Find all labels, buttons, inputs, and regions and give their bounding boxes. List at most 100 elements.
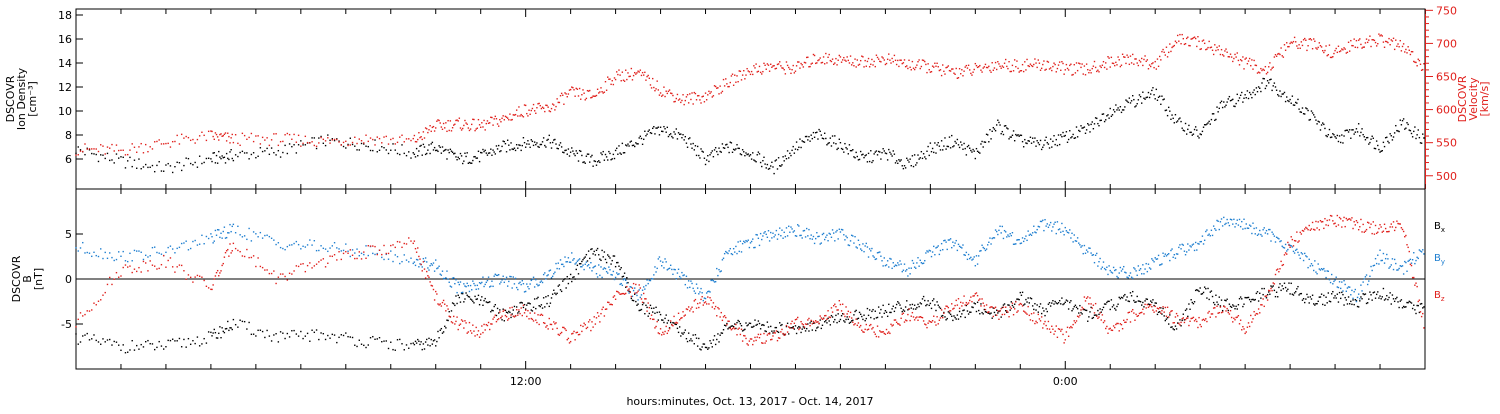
data-point — [786, 158, 787, 159]
data-point — [1364, 46, 1365, 47]
data-point — [1340, 298, 1341, 299]
data-point — [434, 130, 435, 131]
data-point — [501, 279, 502, 280]
data-point — [591, 97, 592, 98]
data-point — [347, 251, 348, 252]
data-point — [246, 139, 247, 140]
data-point — [970, 150, 971, 151]
data-point — [507, 140, 508, 141]
data-point — [980, 70, 981, 71]
data-point — [278, 341, 279, 342]
data-point — [1099, 65, 1100, 66]
data-point — [158, 341, 159, 342]
data-point — [1383, 253, 1384, 254]
data-point — [1070, 237, 1071, 238]
data-point — [979, 152, 980, 153]
data-point — [642, 144, 643, 145]
data-point — [78, 343, 79, 344]
data-point — [320, 259, 321, 260]
data-point — [1389, 133, 1390, 134]
data-point — [492, 124, 493, 125]
data-point — [1392, 139, 1393, 140]
data-point — [1321, 46, 1322, 47]
data-point — [377, 338, 378, 339]
data-point — [1293, 41, 1294, 42]
data-point — [350, 336, 351, 337]
data-point — [194, 343, 195, 344]
data-point — [754, 247, 755, 248]
data-point — [1378, 263, 1379, 264]
data-point — [1067, 68, 1068, 69]
data-point — [745, 152, 746, 153]
data-point — [560, 259, 561, 260]
data-point — [1152, 299, 1153, 300]
data-point — [172, 248, 173, 249]
data-point — [600, 266, 601, 267]
data-point — [1135, 105, 1136, 106]
data-point — [672, 325, 673, 326]
data-point — [504, 309, 505, 310]
data-point — [156, 268, 157, 269]
data-point — [564, 278, 565, 279]
data-point — [1400, 119, 1401, 120]
data-point — [650, 280, 651, 281]
data-point — [572, 87, 573, 88]
data-point — [739, 251, 740, 252]
data-point — [354, 137, 355, 138]
data-point — [634, 287, 635, 288]
data-point — [427, 344, 428, 345]
data-point — [228, 159, 229, 160]
data-point — [145, 341, 146, 342]
data-point — [628, 288, 629, 289]
data-point — [606, 262, 607, 263]
data-point — [429, 125, 430, 126]
data-point — [605, 259, 606, 260]
data-point — [834, 135, 835, 136]
data-point — [1180, 121, 1181, 122]
data-point — [318, 339, 319, 340]
data-point — [562, 280, 563, 281]
density-tick-label: 12 — [58, 81, 72, 94]
data-point — [808, 330, 809, 331]
data-point — [576, 262, 577, 263]
data-point — [158, 268, 159, 269]
data-point — [535, 319, 536, 320]
data-point — [837, 238, 838, 239]
data-point — [674, 133, 675, 134]
data-point — [794, 230, 795, 231]
data-point — [776, 68, 777, 69]
data-point — [145, 144, 146, 145]
data-point — [156, 165, 157, 166]
data-point — [854, 236, 855, 237]
data-point — [1202, 293, 1203, 294]
data-point — [359, 340, 360, 341]
data-point — [1096, 118, 1097, 119]
data-point — [837, 313, 838, 314]
data-point — [827, 57, 828, 58]
data-point — [1002, 65, 1003, 66]
data-point — [954, 141, 955, 142]
data-point — [1102, 267, 1103, 268]
data-point — [289, 244, 290, 245]
data-point — [543, 297, 544, 298]
data-point — [145, 255, 146, 256]
data-point — [624, 278, 625, 279]
data-point — [1084, 65, 1085, 66]
data-point — [423, 144, 424, 145]
data-point — [1081, 63, 1082, 64]
velocity-tick-label: 750 — [1436, 4, 1457, 17]
data-point — [1030, 63, 1031, 64]
data-point — [687, 94, 688, 95]
data-point — [998, 230, 999, 231]
data-point — [1169, 260, 1170, 261]
data-point — [677, 272, 678, 273]
data-point — [1027, 297, 1028, 298]
data-point — [534, 110, 535, 111]
data-point — [420, 145, 421, 146]
data-point — [1366, 274, 1367, 275]
data-point — [440, 303, 441, 304]
data-point — [1401, 299, 1402, 300]
data-point — [595, 265, 596, 266]
data-point — [1103, 113, 1104, 114]
